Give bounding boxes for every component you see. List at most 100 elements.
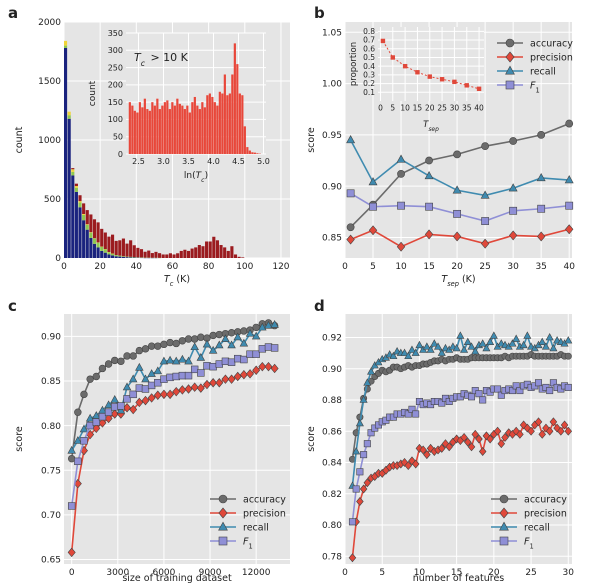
data-point-recall bbox=[352, 447, 361, 455]
data-point-recall bbox=[415, 340, 424, 349]
data-point-f1 bbox=[369, 202, 377, 211]
y-tick-label: 0.8 bbox=[363, 27, 375, 36]
inset-point bbox=[452, 79, 457, 85]
inset-y-axis-label: count bbox=[88, 80, 98, 106]
x-tick-label: 5.0 bbox=[257, 157, 270, 166]
histogram-bar bbox=[132, 245, 136, 258]
legend-marker-precision bbox=[218, 507, 228, 519]
data-point-accuracy bbox=[104, 360, 113, 368]
histogram-bar bbox=[96, 242, 100, 248]
data-point-precision bbox=[227, 374, 236, 384]
histogram-bar bbox=[92, 238, 97, 244]
data-point-precision bbox=[221, 374, 230, 384]
data-point-precision bbox=[512, 426, 520, 436]
data-point-f1 bbox=[172, 372, 180, 381]
histogram-bar bbox=[129, 257, 133, 258]
inset-bar bbox=[186, 105, 189, 154]
inset-x-axis-label: Tsep bbox=[423, 120, 439, 133]
data-point-accuracy bbox=[172, 339, 180, 348]
data-point-f1 bbox=[203, 362, 211, 370]
inset-bar bbox=[176, 98, 179, 154]
legend-marker-f1 bbox=[218, 536, 228, 546]
histogram-bar bbox=[194, 247, 198, 258]
data-point-precision bbox=[452, 231, 462, 242]
data-point-f1 bbox=[246, 350, 254, 358]
data-point-recall bbox=[355, 418, 364, 427]
histogram-bar bbox=[165, 254, 169, 258]
histogram-bar bbox=[74, 186, 78, 188]
data-point-precision bbox=[504, 428, 513, 438]
histogram-bar bbox=[161, 254, 165, 258]
histogram-bar bbox=[67, 111, 71, 116]
histogram-bar bbox=[92, 219, 97, 239]
inset-bar bbox=[188, 112, 191, 154]
data-point-precision bbox=[215, 378, 224, 388]
inset-bar bbox=[136, 112, 139, 154]
data-point-f1 bbox=[412, 410, 420, 418]
data-point-f1 bbox=[565, 201, 574, 210]
data-point-recall bbox=[564, 336, 573, 344]
x-tick-label: 0 bbox=[61, 262, 67, 272]
data-point-precision bbox=[419, 445, 427, 455]
legend-label-f1: F1 bbox=[530, 81, 540, 95]
histogram-bar bbox=[139, 249, 144, 258]
data-point-precision bbox=[523, 423, 532, 433]
data-point-recall bbox=[73, 436, 83, 444]
data-point-f1 bbox=[92, 418, 100, 426]
histogram-bar bbox=[125, 243, 129, 257]
y-tick-label: 0.75 bbox=[41, 466, 61, 476]
data-point-f1 bbox=[537, 204, 546, 213]
panel-letter: a bbox=[8, 4, 18, 22]
data-point-precision bbox=[159, 389, 168, 400]
data-point-precision bbox=[203, 379, 211, 390]
inset-bar bbox=[256, 153, 259, 154]
data-point-precision bbox=[480, 238, 490, 249]
panel-d: 0 5 10 15 20 25 30 0.78 0.80 0.82 0.84 0.86 0.88 0.90… bbox=[306, 297, 574, 584]
x-tick-label: 0 bbox=[378, 104, 383, 113]
inset-bar bbox=[238, 93, 241, 154]
legend-label-precision: precision bbox=[243, 509, 286, 520]
inset-histogram: 2.5 3.0 3.5 4.0 4.5 5.0 0 50 100 150 200 250 300 350 T… bbox=[88, 29, 270, 184]
histogram-bar bbox=[111, 255, 115, 258]
data-point-accuracy bbox=[209, 331, 217, 340]
x-tick-label: 35 bbox=[462, 104, 472, 113]
data-point-recall bbox=[196, 353, 206, 361]
inset-bar bbox=[236, 64, 239, 154]
data-point-recall bbox=[233, 332, 242, 341]
data-point-precision bbox=[363, 478, 372, 488]
y-tick-label: 0.80 bbox=[41, 422, 61, 432]
x-tick-label: 120 bbox=[272, 262, 289, 272]
inset-point bbox=[464, 83, 469, 88]
inset-bar bbox=[198, 109, 201, 154]
inset-y-axis-label: proportion bbox=[349, 42, 359, 86]
data-point-accuracy bbox=[240, 327, 248, 335]
y-tick-label: 1500 bbox=[38, 77, 61, 87]
inset-point bbox=[427, 74, 432, 79]
legend-label-precision: precision bbox=[524, 509, 567, 520]
legend-marker-accuracy bbox=[499, 494, 509, 504]
data-point-f1 bbox=[154, 379, 162, 387]
legend-marker-accuracy bbox=[505, 38, 515, 48]
data-point-recall bbox=[227, 340, 236, 349]
inset-bar bbox=[168, 109, 171, 154]
histogram-bar bbox=[237, 256, 241, 258]
data-point-f1 bbox=[367, 429, 375, 437]
data-point-precision bbox=[98, 418, 107, 428]
x-tick-label: 40 bbox=[131, 262, 143, 272]
inset-bar bbox=[193, 96, 196, 154]
histogram-bar bbox=[143, 251, 147, 258]
inset-bar bbox=[251, 152, 254, 154]
inset-bar bbox=[246, 147, 249, 154]
histogram-bar bbox=[71, 171, 75, 176]
inset-bar bbox=[206, 95, 209, 154]
legend-label-f1: F1 bbox=[243, 537, 253, 551]
inset-bar bbox=[143, 98, 146, 154]
data-point-precision bbox=[471, 429, 479, 439]
data-point-accuracy bbox=[74, 408, 82, 416]
histogram-bar bbox=[121, 238, 125, 257]
data-point-f1 bbox=[141, 385, 150, 393]
histogram-bar bbox=[118, 255, 122, 257]
data-point-f1 bbox=[404, 410, 412, 418]
data-point-precision bbox=[153, 390, 162, 400]
data-point-accuracy bbox=[178, 337, 187, 345]
